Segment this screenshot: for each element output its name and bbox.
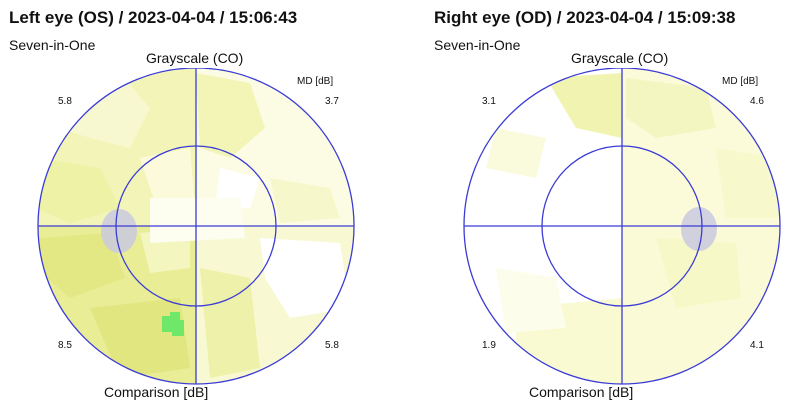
left-eye-program: Seven-in-One	[9, 37, 96, 53]
left-comparison-label: Comparison [dB]	[104, 384, 209, 400]
right-md-label: MD [dB]	[722, 76, 759, 87]
left-eye-title: Left eye (OS) / 2023-04-04 / 15:06:43	[9, 8, 298, 27]
right-eye-panel: Right eye (OD) / 2023-04-04 / 15:09:38 S…	[396, 0, 792, 406]
right-eye-program: Seven-in-One	[434, 37, 521, 53]
left-md-label: MD [dB]	[297, 76, 334, 87]
right-value-bottom-left: 1.9	[482, 340, 496, 351]
left-value-bottom-left: 8.5	[58, 340, 72, 351]
right-grayscale-label: Grayscale (CO)	[571, 50, 669, 66]
left-eye-panel: Left eye (OS) / 2023-04-04 / 15:06:43 Se…	[9, 8, 355, 400]
right-value-top-left: 3.1	[482, 96, 496, 107]
left-value-bottom-right: 5.8	[325, 340, 339, 351]
right-value-bottom-right: 4.1	[750, 340, 764, 351]
left-value-top-left: 5.8	[58, 96, 72, 107]
left-defect-marker	[162, 312, 184, 336]
right-comparison-label: Comparison [dB]	[529, 384, 634, 400]
left-grayscale-label: Grayscale (CO)	[146, 50, 244, 66]
left-field-shading	[38, 68, 354, 384]
left-visual-field-map	[37, 68, 355, 385]
right-eye-title: Right eye (OD) / 2023-04-04 / 15:09:38	[434, 8, 736, 27]
right-value-top-right: 4.6	[750, 96, 764, 107]
left-value-top-right: 3.7	[325, 96, 339, 107]
right-field-shading	[464, 68, 780, 384]
right-visual-field-map	[463, 68, 781, 385]
left-blind-spot	[101, 209, 137, 253]
right-blind-spot	[681, 207, 717, 251]
